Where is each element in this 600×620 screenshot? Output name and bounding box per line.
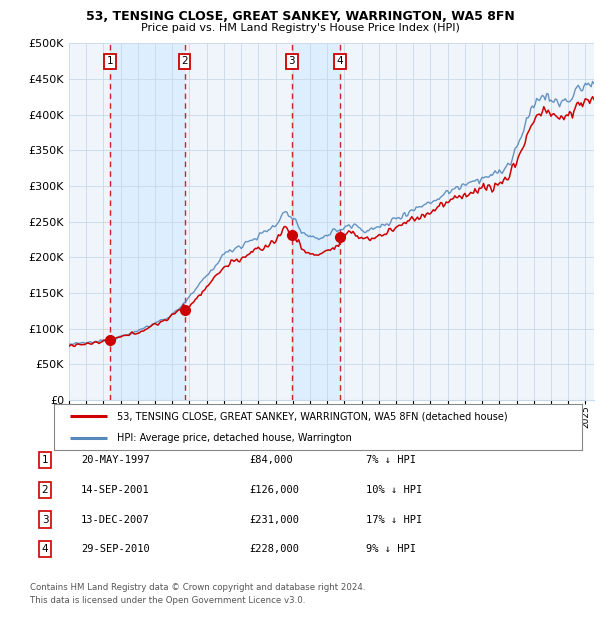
- Text: 4: 4: [337, 56, 343, 66]
- Text: 17% ↓ HPI: 17% ↓ HPI: [366, 515, 422, 525]
- Text: 1: 1: [41, 455, 49, 465]
- Text: This data is licensed under the Open Government Licence v3.0.: This data is licensed under the Open Gov…: [30, 596, 305, 606]
- Text: 2: 2: [181, 56, 188, 66]
- Text: Price paid vs. HM Land Registry's House Price Index (HPI): Price paid vs. HM Land Registry's House …: [140, 23, 460, 33]
- Text: £228,000: £228,000: [249, 544, 299, 554]
- Text: 2: 2: [41, 485, 49, 495]
- Text: 1: 1: [107, 56, 113, 66]
- Text: 7% ↓ HPI: 7% ↓ HPI: [366, 455, 416, 465]
- Text: 20-MAY-1997: 20-MAY-1997: [81, 455, 150, 465]
- Text: 9% ↓ HPI: 9% ↓ HPI: [366, 544, 416, 554]
- Text: HPI: Average price, detached house, Warrington: HPI: Average price, detached house, Warr…: [118, 433, 352, 443]
- Text: 53, TENSING CLOSE, GREAT SANKEY, WARRINGTON, WA5 8FN (detached house): 53, TENSING CLOSE, GREAT SANKEY, WARRING…: [118, 412, 508, 422]
- Text: 13-DEC-2007: 13-DEC-2007: [81, 515, 150, 525]
- Text: £231,000: £231,000: [249, 515, 299, 525]
- Bar: [110, 43, 184, 400]
- Text: 14-SEP-2001: 14-SEP-2001: [81, 485, 150, 495]
- Text: £84,000: £84,000: [249, 455, 293, 465]
- Text: 3: 3: [41, 515, 49, 525]
- Text: 3: 3: [289, 56, 295, 66]
- Text: 4: 4: [41, 544, 49, 554]
- Text: £126,000: £126,000: [249, 485, 299, 495]
- Text: 53, TENSING CLOSE, GREAT SANKEY, WARRINGTON, WA5 8FN: 53, TENSING CLOSE, GREAT SANKEY, WARRING…: [86, 10, 514, 23]
- Bar: [292, 43, 340, 400]
- Text: 10% ↓ HPI: 10% ↓ HPI: [366, 485, 422, 495]
- Text: Contains HM Land Registry data © Crown copyright and database right 2024.: Contains HM Land Registry data © Crown c…: [30, 583, 365, 592]
- Text: 29-SEP-2010: 29-SEP-2010: [81, 544, 150, 554]
